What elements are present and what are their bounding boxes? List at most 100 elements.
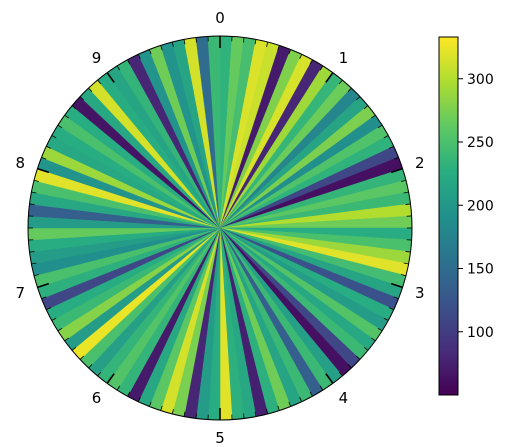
theta-minor-tick xyxy=(309,391,313,397)
theta-minor-tick xyxy=(127,59,131,65)
theta-tick-label: 4 xyxy=(339,389,349,407)
colorbar: 100 150 200 250 300 xyxy=(438,36,494,396)
theta-minor-tick xyxy=(71,105,77,110)
theta-minor-tick xyxy=(356,96,361,101)
theta-minor-tick xyxy=(383,317,389,321)
theta-tick-label: 3 xyxy=(415,284,425,302)
theta-minor-tick xyxy=(46,307,51,311)
theta-minor-tick xyxy=(51,135,57,139)
theta-minor-tick xyxy=(299,397,303,402)
theta-minor-tick xyxy=(309,59,313,65)
theta-tick-label: 6 xyxy=(92,389,102,407)
theta-tick-labels: 0 1 2 3 4 5 6 7 8 9 xyxy=(16,9,425,447)
theta-minor-tick xyxy=(41,156,47,160)
theta-major-tick xyxy=(390,167,403,174)
theta-minor-tick xyxy=(183,411,186,417)
theta-minor-tick xyxy=(160,405,163,411)
theta-minor-tick xyxy=(71,346,77,351)
theta-minor-tick xyxy=(288,49,292,55)
theta-major-tick xyxy=(37,167,50,174)
theta-minor-tick xyxy=(171,409,174,415)
theta-minor-tick xyxy=(127,391,131,397)
theta-minor-tick xyxy=(363,105,369,110)
theta-minor-tick xyxy=(64,114,69,119)
theta-minor-tick xyxy=(51,317,57,321)
theta-tick-label: 2 xyxy=(415,154,425,172)
theta-minor-tick xyxy=(79,96,84,101)
theta-minor-tick xyxy=(403,262,409,265)
theta-tick-label: 9 xyxy=(92,49,102,67)
theta-major-tick xyxy=(106,72,115,83)
theta-minor-tick xyxy=(319,65,324,71)
theta-minor-tick xyxy=(401,274,407,277)
theta-minor-tick xyxy=(254,39,257,45)
theta-minor-tick xyxy=(88,87,93,92)
theta-minor-tick xyxy=(377,124,383,129)
theta-minor-tick xyxy=(64,337,69,342)
theta-minor-tick xyxy=(195,413,197,419)
theta-minor-tick xyxy=(371,114,376,119)
theta-minor-tick xyxy=(41,296,47,300)
theta-minor-tick xyxy=(148,49,152,55)
theta-tick-label: 7 xyxy=(16,284,26,302)
theta-major-tick xyxy=(325,373,334,384)
theta-minor-tick xyxy=(389,307,394,311)
theta-minor-tick xyxy=(31,191,37,194)
theta-minor-tick xyxy=(137,397,141,402)
theta-minor-tick xyxy=(363,346,369,351)
theta-minor-tick xyxy=(299,54,303,59)
theta-minor-tick xyxy=(116,385,121,391)
theta-minor-tick xyxy=(29,203,35,205)
theta-minor-tick xyxy=(243,37,245,43)
theta-minor-tick xyxy=(46,145,51,149)
theta-minor-tick xyxy=(79,355,84,360)
theta-major-tick xyxy=(106,373,115,384)
theta-major-tick xyxy=(325,72,334,83)
colorbar-tick-label: 150 xyxy=(467,262,494,278)
colorbar-tick-label: 100 xyxy=(467,325,494,341)
theta-minor-tick xyxy=(319,385,324,391)
theta-minor-tick xyxy=(137,54,141,59)
theta-minor-tick xyxy=(148,401,152,407)
colorbar-ticks: 100 150 200 250 300 xyxy=(458,72,494,341)
theta-minor-tick xyxy=(243,413,245,419)
theta-tick-label: 0 xyxy=(215,9,225,27)
theta-minor-tick xyxy=(33,274,39,277)
theta-minor-tick xyxy=(195,37,197,43)
theta-minor-tick xyxy=(389,145,394,149)
theta-minor-tick xyxy=(338,79,343,85)
theta-minor-tick xyxy=(401,179,407,182)
theta-minor-tick xyxy=(347,87,352,92)
theta-tick-label: 8 xyxy=(16,154,26,172)
theta-minor-tick xyxy=(277,405,280,411)
colorbar-gradient xyxy=(438,36,459,396)
theta-minor-tick xyxy=(405,251,411,253)
theta-minor-tick xyxy=(29,251,35,253)
theta-minor-tick xyxy=(356,355,361,360)
theta-minor-tick xyxy=(88,364,93,369)
theta-tick-label: 5 xyxy=(215,429,225,447)
theta-minor-tick xyxy=(405,203,411,205)
theta-major-tick xyxy=(390,282,403,289)
theta-minor-tick xyxy=(377,327,383,332)
theta-minor-tick xyxy=(347,364,352,369)
theta-minor-tick xyxy=(97,371,102,377)
theta-minor-tick xyxy=(33,179,39,182)
theta-minor-tick xyxy=(393,156,399,160)
theta-minor-tick xyxy=(266,41,269,47)
theta-tick-label: 1 xyxy=(339,49,349,67)
polar-wedges xyxy=(27,35,413,421)
theta-minor-tick xyxy=(266,409,269,415)
colorbar-tick-label: 250 xyxy=(467,135,494,151)
theta-minor-tick xyxy=(57,327,63,332)
theta-minor-tick xyxy=(371,337,376,342)
theta-major-tick xyxy=(37,282,50,289)
theta-minor-tick xyxy=(338,371,343,377)
theta-minor-tick xyxy=(116,65,121,71)
theta-minor-tick xyxy=(183,39,186,45)
theta-minor-tick xyxy=(277,45,280,51)
theta-minor-tick xyxy=(171,41,174,47)
theta-minor-tick xyxy=(393,296,399,300)
theta-minor-tick xyxy=(288,401,292,407)
